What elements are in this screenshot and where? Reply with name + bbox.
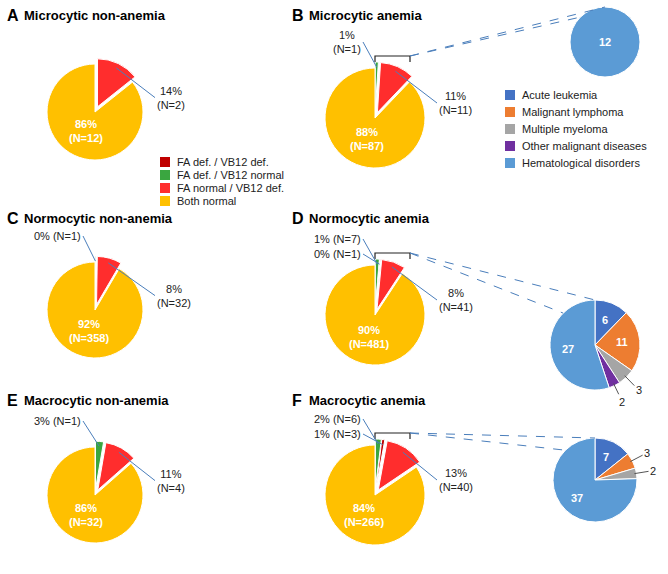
svg-text:11%(N=4): 11%(N=4) (157, 468, 185, 494)
svg-text:3% (N=1): 3% (N=1) (34, 415, 81, 427)
svg-text:3: 3 (644, 447, 650, 459)
svg-text:2: 2 (619, 396, 625, 408)
svg-text:90%(N=481): 90%(N=481) (349, 324, 389, 350)
svg-text:27: 27 (562, 343, 574, 355)
svg-text:Hematological disorders: Hematological disorders (522, 157, 640, 169)
svg-text:2% (N=6): 2% (N=6) (314, 413, 361, 425)
svg-text:FA normal / VB12 def.: FA normal / VB12 def. (177, 182, 284, 194)
svg-text:8%(N=32): 8%(N=32) (157, 283, 191, 309)
svg-text:88%(N=87): 88%(N=87) (350, 126, 384, 152)
svg-text:14%(N=2): 14%(N=2) (157, 85, 185, 111)
svg-text:B: B (292, 7, 304, 24)
svg-text:Microcytic anemia: Microcytic anemia (309, 8, 422, 23)
svg-text:84%(N=266): 84%(N=266) (344, 502, 384, 528)
svg-text:11: 11 (616, 336, 628, 348)
svg-text:86%(N=32): 86%(N=32) (69, 502, 103, 528)
svg-text:Macrocytic anemia: Macrocytic anemia (309, 393, 426, 408)
svg-text:A: A (7, 7, 19, 24)
svg-text:86%(N=12): 86%(N=12) (69, 118, 103, 144)
svg-text:Microcytic non-anemia: Microcytic non-anemia (24, 8, 166, 23)
svg-text:Normocytic non-anemia: Normocytic non-anemia (24, 211, 173, 226)
svg-text:Malignant lymphoma: Malignant lymphoma (522, 106, 624, 118)
svg-text:Other malignant diseases: Other malignant diseases (522, 140, 647, 152)
svg-text:Normocytic anemia: Normocytic anemia (309, 211, 430, 226)
svg-text:FA def. / VB12 normal: FA def. / VB12 normal (177, 169, 284, 181)
svg-text:1% (N=3): 1% (N=3) (314, 428, 361, 440)
svg-text:6: 6 (602, 314, 608, 326)
svg-text:7: 7 (603, 451, 609, 463)
svg-text:D: D (292, 210, 304, 227)
svg-text:1% (N=7): 1% (N=7) (314, 233, 361, 245)
svg-text:2: 2 (650, 465, 656, 477)
svg-text:13%(N=40): 13%(N=40) (439, 467, 473, 493)
svg-text:0% (N=1): 0% (N=1) (314, 248, 361, 260)
svg-text:3: 3 (636, 384, 642, 396)
svg-text:F: F (292, 392, 302, 409)
svg-text:1%(N=1): 1%(N=1) (333, 29, 361, 55)
svg-text:E: E (7, 392, 18, 409)
svg-text:FA def. / VB12 def.: FA def. / VB12 def. (177, 156, 269, 168)
svg-text:Multiple myeloma: Multiple myeloma (522, 123, 608, 135)
svg-text:11%(N=11): 11%(N=11) (439, 90, 472, 116)
svg-text:92%(N=358): 92%(N=358) (69, 318, 109, 344)
svg-text:C: C (7, 210, 19, 227)
svg-text:0% (N=1): 0% (N=1) (34, 230, 81, 242)
svg-text:Macrocytic non-anemia: Macrocytic non-anemia (24, 393, 169, 408)
svg-text:Both normal: Both normal (177, 195, 236, 207)
svg-text:12: 12 (599, 36, 611, 48)
svg-text:37: 37 (571, 492, 583, 504)
svg-text:8%(N=41): 8%(N=41) (439, 287, 473, 313)
svg-text:Acute leukemia: Acute leukemia (522, 89, 598, 101)
